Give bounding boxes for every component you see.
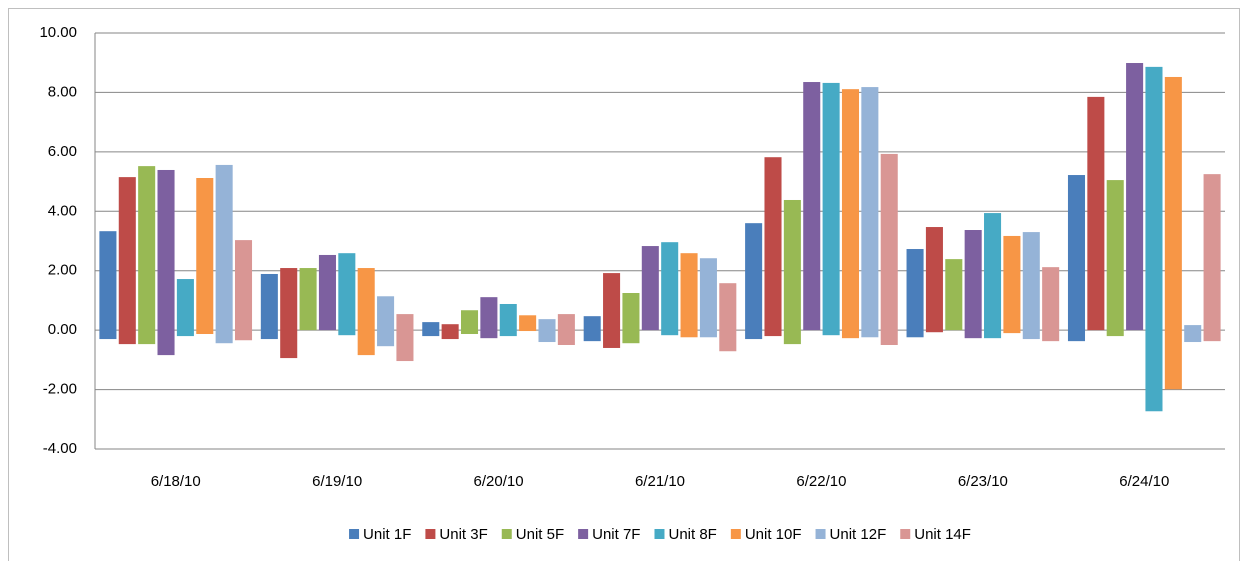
x-tick-label: 6/23/10 xyxy=(958,473,1008,490)
bar xyxy=(861,87,879,338)
legend-label: Unit 14F xyxy=(914,526,971,543)
bar xyxy=(480,297,498,339)
legend-swatch xyxy=(425,529,436,539)
bar xyxy=(1126,63,1144,331)
legend-swatch xyxy=(578,529,589,539)
bar xyxy=(622,293,640,344)
bar xyxy=(925,227,943,333)
bar xyxy=(234,240,253,341)
bar xyxy=(822,82,840,336)
bar xyxy=(1067,175,1086,342)
bar xyxy=(603,273,621,348)
bar xyxy=(719,283,737,352)
bar xyxy=(396,314,414,362)
bar xyxy=(783,199,801,345)
bar xyxy=(764,157,782,337)
bar xyxy=(357,268,375,356)
x-tick-label: 6/21/10 xyxy=(635,473,685,490)
legend-label: Unit 10F xyxy=(745,526,802,543)
legend-label: Unit 12F xyxy=(830,526,887,543)
bar xyxy=(118,177,136,345)
bar xyxy=(583,316,601,342)
legend-label: Unit 3F xyxy=(439,526,487,543)
bar xyxy=(99,231,117,340)
y-tick-label: -4.00 xyxy=(43,440,77,457)
bar xyxy=(1087,96,1105,331)
bar xyxy=(1042,267,1060,342)
bar xyxy=(699,258,717,338)
bar xyxy=(260,273,278,340)
bar xyxy=(1184,325,1202,343)
legend-swatch xyxy=(900,529,911,539)
bar xyxy=(215,164,233,344)
y-tick-label: 10.00 xyxy=(39,24,77,41)
bar xyxy=(803,82,821,331)
bar xyxy=(377,296,395,347)
bar xyxy=(680,253,698,338)
bar xyxy=(538,319,556,343)
bar xyxy=(138,166,156,345)
bar xyxy=(641,246,659,331)
x-tick-label: 6/19/10 xyxy=(312,473,362,490)
bar xyxy=(176,279,194,337)
y-tick-label: 0.00 xyxy=(48,321,77,338)
legend-swatch xyxy=(349,529,360,539)
bar xyxy=(1106,180,1124,337)
bar xyxy=(157,169,175,356)
legend-swatch xyxy=(730,529,741,539)
bar xyxy=(196,178,214,335)
bar xyxy=(1164,76,1182,390)
bar xyxy=(441,324,459,340)
bar xyxy=(880,153,898,345)
x-tick-label: 6/18/10 xyxy=(151,473,201,490)
bar xyxy=(906,249,924,338)
bar xyxy=(280,268,298,359)
bar xyxy=(1003,235,1021,334)
bar xyxy=(338,253,356,336)
legend-label: Unit 5F xyxy=(516,526,564,543)
y-tick-label: 4.00 xyxy=(48,202,77,219)
y-tick-label: 6.00 xyxy=(48,143,77,160)
bar xyxy=(557,314,575,345)
x-tick-label: 6/22/10 xyxy=(796,473,846,490)
y-tick-label: -2.00 xyxy=(43,381,77,398)
bar xyxy=(422,322,440,337)
legend-swatch xyxy=(501,529,512,539)
x-tick-label: 6/20/10 xyxy=(474,473,524,490)
bar xyxy=(661,242,679,336)
legend-label: Unit 8F xyxy=(668,526,716,543)
legend-swatch xyxy=(654,529,665,539)
legend-label: Unit 7F xyxy=(592,526,640,543)
bar xyxy=(519,315,537,332)
bar xyxy=(499,303,517,337)
bar xyxy=(945,259,963,331)
y-tick-label: 2.00 xyxy=(48,262,77,279)
bar xyxy=(1145,66,1163,412)
bar xyxy=(1203,174,1221,342)
y-tick-label: 8.00 xyxy=(48,83,77,100)
bar xyxy=(1022,232,1040,340)
bar xyxy=(964,230,982,339)
legend-label: Unit 1F xyxy=(363,526,411,543)
bar xyxy=(984,213,1002,339)
x-tick-label: 6/24/10 xyxy=(1119,473,1169,490)
legend-swatch xyxy=(815,529,826,539)
bar xyxy=(460,310,479,335)
bar xyxy=(841,89,860,339)
bar xyxy=(318,254,336,331)
bar xyxy=(745,223,763,340)
bar xyxy=(299,268,317,331)
